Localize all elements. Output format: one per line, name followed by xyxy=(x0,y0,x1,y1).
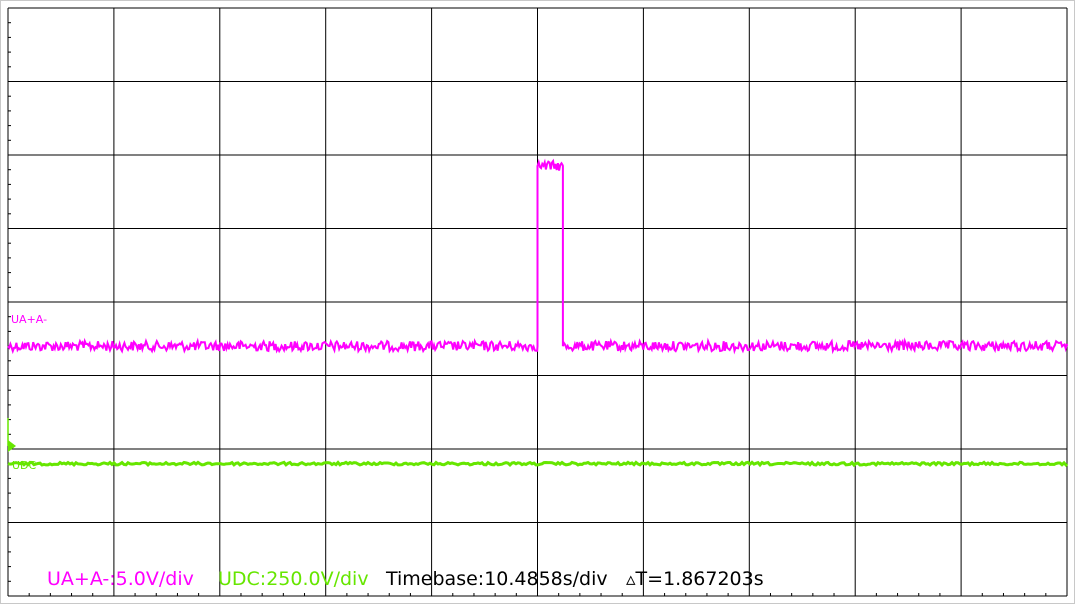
graticule-ticks xyxy=(8,22,1047,596)
trace-ua xyxy=(7,158,1068,355)
udc-trace-label: UDC xyxy=(12,459,37,472)
trace-group xyxy=(7,158,1069,468)
delta-t-readout: ▵T=1.867203s xyxy=(626,568,764,590)
ua-scale-readout: UA+A-:5.0V/div xyxy=(47,568,194,590)
ua-trace-label: UA+A- xyxy=(11,313,47,326)
udc-marker-arrow-icon xyxy=(8,440,16,452)
timebase-readout: Timebase:10.4858s/div xyxy=(385,568,608,590)
udc-scale-readout: UDC:250.0V/div xyxy=(218,568,369,590)
status-bar: UA+A-:5.0V/div UDC:250.0V/div Timebase:1… xyxy=(47,568,764,590)
trace-udc xyxy=(7,460,1069,468)
graticule-grid xyxy=(7,7,1068,597)
udc-ground-marker xyxy=(7,418,16,452)
